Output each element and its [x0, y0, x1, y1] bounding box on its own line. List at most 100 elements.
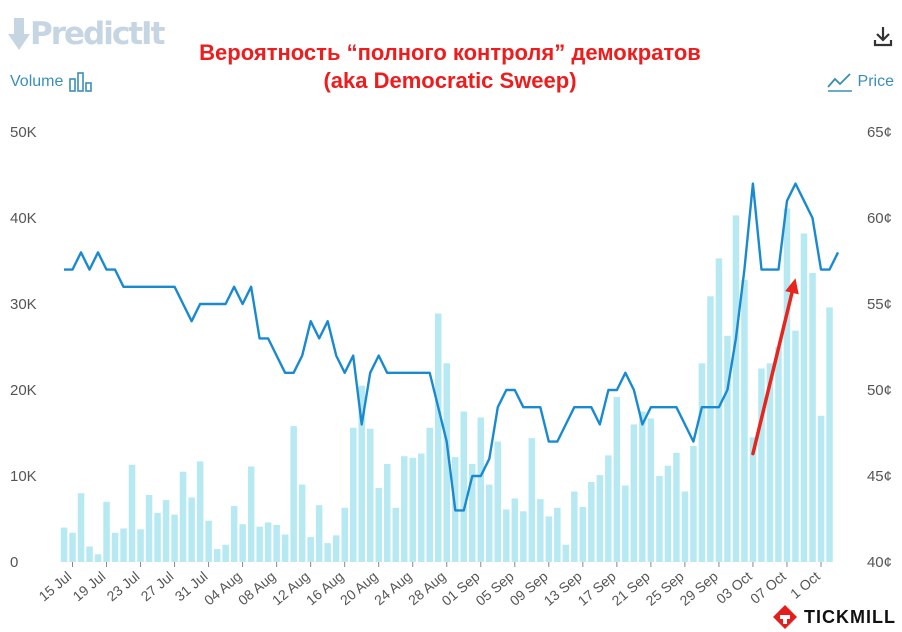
- volume-bar: [315, 505, 323, 562]
- logo-arrow-icon: [8, 18, 30, 50]
- volume-bar: [749, 437, 757, 562]
- volume-bar: [681, 491, 689, 562]
- volume-bar: [120, 528, 127, 562]
- line-chart-icon: [826, 73, 852, 92]
- volume-bar: [94, 554, 102, 562]
- volume-bar: [588, 482, 595, 562]
- y-left-tick-label: 40K: [10, 210, 37, 227]
- volume-bar: [630, 424, 638, 562]
- volume-bar: [707, 296, 714, 562]
- volume-bar: [715, 258, 723, 562]
- x-tick-label: 13 Sep: [540, 568, 584, 609]
- volume-bar: [205, 520, 212, 562]
- volume-bar: [443, 363, 450, 562]
- volume-bar: [426, 427, 433, 562]
- volume-bar: [690, 445, 697, 562]
- volume-bar: [188, 497, 195, 562]
- volume-bar: [732, 215, 740, 562]
- x-tick-label: 17 Sep: [575, 568, 619, 609]
- volume-bar: [418, 453, 425, 562]
- volume-bar: [179, 471, 187, 562]
- volume-bar: [741, 279, 748, 562]
- legend-volume-label: Volume: [10, 73, 64, 90]
- volume-bar: [290, 426, 297, 562]
- volume-bar: [367, 428, 374, 562]
- volume-bar: [562, 544, 570, 562]
- chart-title: Вероятность “полного контроля” демократо…: [199, 40, 701, 65]
- volume-bar: [162, 500, 170, 562]
- y-left-tick-label: 50K: [10, 124, 37, 141]
- legend-price[interactable]: Price: [826, 70, 894, 94]
- x-tick-label: 07 Oct: [747, 568, 789, 607]
- x-tick-label: 21 Sep: [609, 568, 653, 609]
- download-icon: [873, 27, 893, 47]
- y-left-tick-label: 0: [10, 554, 18, 571]
- download-button[interactable]: [872, 24, 894, 48]
- volume-bar: [103, 501, 110, 562]
- volume-bar: [384, 464, 391, 562]
- volume-bar: [537, 499, 544, 562]
- volume-bar: [128, 464, 136, 562]
- volume-bar: [171, 514, 178, 562]
- volume-bar: [613, 396, 621, 562]
- volume-bar: [579, 507, 587, 562]
- x-tick-label: 12 Aug: [269, 568, 313, 608]
- y-right-tick-label: 45¢: [867, 468, 892, 485]
- volume-bar: [554, 507, 561, 562]
- volume-bar: [230, 506, 238, 562]
- volume-bar: [358, 385, 365, 562]
- volume-bar: [783, 208, 791, 562]
- volume-bar: [86, 546, 93, 562]
- x-tick-label: 1 Oct: [787, 568, 823, 602]
- x-tick-label: 05 Sep: [472, 568, 516, 609]
- x-tick-label: 09 Sep: [506, 568, 550, 609]
- y-left-tick-label: 30K: [10, 296, 37, 313]
- y-left-tick-label: 10K: [10, 468, 37, 485]
- x-tick-label: 03 Oct: [713, 568, 755, 607]
- predictit-logo: PredictIt: [8, 12, 165, 54]
- y-axis-left: 0 10K 20K 30K 40K 50K: [10, 124, 37, 571]
- volume-bar: [281, 534, 289, 562]
- volume-bar: [817, 415, 825, 562]
- volume-bar: [77, 493, 85, 562]
- volume-bar: [596, 475, 604, 562]
- x-tick-label: 15 Jul: [36, 568, 75, 604]
- volume-bar: [639, 411, 646, 562]
- volume-bar: [503, 509, 510, 562]
- arrow-shaft: [751, 291, 794, 456]
- volume-bar: [401, 456, 408, 562]
- volume-bars: [60, 208, 833, 562]
- x-tick-label: 19 Jul: [70, 568, 109, 604]
- volume-bar: [826, 307, 833, 562]
- x-tick-label: 01 Sep: [438, 568, 482, 609]
- volume-bar: [800, 233, 808, 562]
- legend-volume[interactable]: Volume: [10, 70, 96, 94]
- trend-arrow: [751, 278, 799, 456]
- volume-bar: [435, 313, 442, 562]
- volume-bar: [154, 513, 161, 562]
- volume-bar: [145, 494, 153, 562]
- y-right-tick-label: 60¢: [867, 210, 892, 227]
- volume-bar: [264, 522, 272, 562]
- volume-bar: [213, 549, 221, 562]
- x-tick-label: 29 Sep: [677, 568, 721, 609]
- volume-bar: [375, 488, 382, 562]
- y-axis-right: 40¢ 45¢ 50¢ 55¢ 60¢ 65¢: [867, 124, 892, 571]
- y-left-tick-label: 20K: [10, 382, 37, 399]
- logo-text: PredictIt: [30, 16, 165, 52]
- x-tick-label: 20 Aug: [337, 568, 381, 608]
- volume-bar: [775, 347, 782, 562]
- volume-bar: [341, 507, 348, 562]
- price-series-line: [64, 182, 840, 512]
- volume-bar: [511, 498, 519, 562]
- volume-bar: [494, 441, 501, 562]
- y-right-tick-label: 50¢: [867, 382, 892, 399]
- volume-bar: [545, 516, 553, 562]
- volume-bar: [528, 438, 536, 562]
- volume-bar: [698, 363, 706, 562]
- volume-bar: [571, 491, 578, 562]
- volume-bar: [520, 511, 527, 562]
- volume-bar: [792, 330, 799, 562]
- volume-bar: [298, 484, 306, 562]
